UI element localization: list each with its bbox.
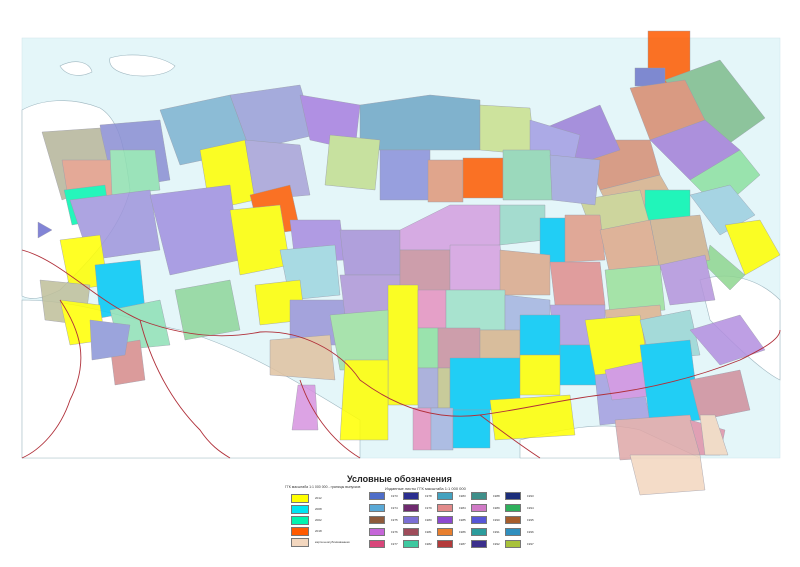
legend-year-item: 1997 [505,540,534,548]
legend-swatch [437,516,453,524]
legend-swatch [471,528,487,536]
legend-year-item: 1988 [471,492,500,500]
legend: Условные обозначения ГГК масштаба 1:1 00… [285,472,575,564]
legend-swatch [369,516,385,524]
legend-label: 1974 [391,505,398,510]
legend-label: 1995 [527,517,534,522]
legend-year-item: 1996 [505,528,534,536]
legend-swatch [505,528,521,536]
legend-left-item: 2008 [291,505,322,514]
legend-year-item: 1983 [437,492,466,500]
legend-swatch [505,504,521,512]
legend-label: 1992 [493,541,500,546]
legend-year-item: 1974 [369,504,398,512]
legend-swatch [505,540,521,548]
legend-swatch [437,504,453,512]
legend-label: 1986 [459,529,466,534]
legend-swatch [471,504,487,512]
legend-left-heading: ГГК масштаба 1:1 000 000 - границы выпус… [285,485,361,489]
legend-year-item: 1993 [505,492,534,500]
legend-swatch [437,528,453,536]
legend-label: 1980 [425,517,432,522]
legend-label: 1982 [425,541,432,546]
sheet-tiles [37,30,781,496]
legend-swatch [437,492,453,500]
legend-label: 1984 [459,505,466,510]
legend-title: Условные обозначения [347,474,452,484]
legend-swatch [471,492,487,500]
legend-swatch [471,540,487,548]
legend-year-item: 1987 [437,540,466,548]
legend-year-item: 1978 [403,492,432,500]
legend-swatch [369,504,385,512]
legend-label: 1994 [527,505,534,510]
legend-swatch [403,492,419,500]
legend-label: карта неопубликованная [315,540,350,544]
legend-label: 2018 [315,529,322,533]
legend-swatch [369,492,385,500]
legend-year-item: 1973 [369,492,398,500]
legend-left-item: 2012 [291,494,322,503]
legend-label: 1993 [527,493,534,498]
legend-left-item: 2018 [291,527,322,536]
legend-swatch [403,516,419,524]
legend-label: 1978 [425,493,432,498]
legend-label: 1979 [425,505,432,510]
legend-swatch [403,540,419,548]
legend-swatch [291,538,309,547]
legend-label: 1987 [459,541,466,546]
legend-swatch [291,494,309,503]
legend-left-item: карта неопубликованная [291,538,365,547]
legend-year-item: 1981 [403,528,432,536]
legend-label: 2008 [315,507,322,511]
legend-right-heading: Изданные листы ГГК масштаба 1:1 000 000 [385,486,466,491]
legend-label: 1983 [459,493,466,498]
legend-label: 2002 [315,518,322,522]
legend-year-item: 1982 [403,540,432,548]
legend-swatch [505,492,521,500]
legend-label: 1991 [493,529,500,534]
legend-year-item: 1985 [437,516,466,524]
legend-label: 2012 [315,496,322,500]
legend-swatch [369,528,385,536]
legend-label: 1973 [391,493,398,498]
legend-swatch [505,516,521,524]
legend-swatch [437,540,453,548]
legend-swatch [291,527,309,536]
legend-year-item: 1975 [369,516,398,524]
legend-swatch [403,528,419,536]
legend-label: 1976 [391,529,398,534]
legend-year-item: 1992 [471,540,500,548]
legend-label: 1977 [391,541,398,546]
borders [21,249,781,459]
legend-label: 1989 [493,505,500,510]
legend-year-item: 1994 [505,504,534,512]
legend-label: 1990 [493,517,500,522]
legend-year-item: 1991 [471,528,500,536]
legend-label: 1996 [527,529,534,534]
legend-year-item: 1979 [403,504,432,512]
legend-swatch [369,540,385,548]
legend-label: 1981 [425,529,432,534]
legend-year-item: 1984 [437,504,466,512]
legend-swatch [291,505,309,514]
legend-year-item: 1990 [471,516,500,524]
legend-swatch [291,516,309,525]
legend-label: 1997 [527,541,534,546]
legend-label: 1985 [459,517,466,522]
legend-year-item: 1995 [505,516,534,524]
legend-label: 1975 [391,517,398,522]
legend-label: 1988 [493,493,500,498]
legend-year-item: 1977 [369,540,398,548]
legend-year-item: 1976 [369,528,398,536]
legend-year-item: 1986 [437,528,466,536]
legend-left-item: 2002 [291,516,322,525]
legend-year-item: 1980 [403,516,432,524]
legend-swatch [403,504,419,512]
legend-year-item: 1989 [471,504,500,512]
legend-swatch [471,516,487,524]
